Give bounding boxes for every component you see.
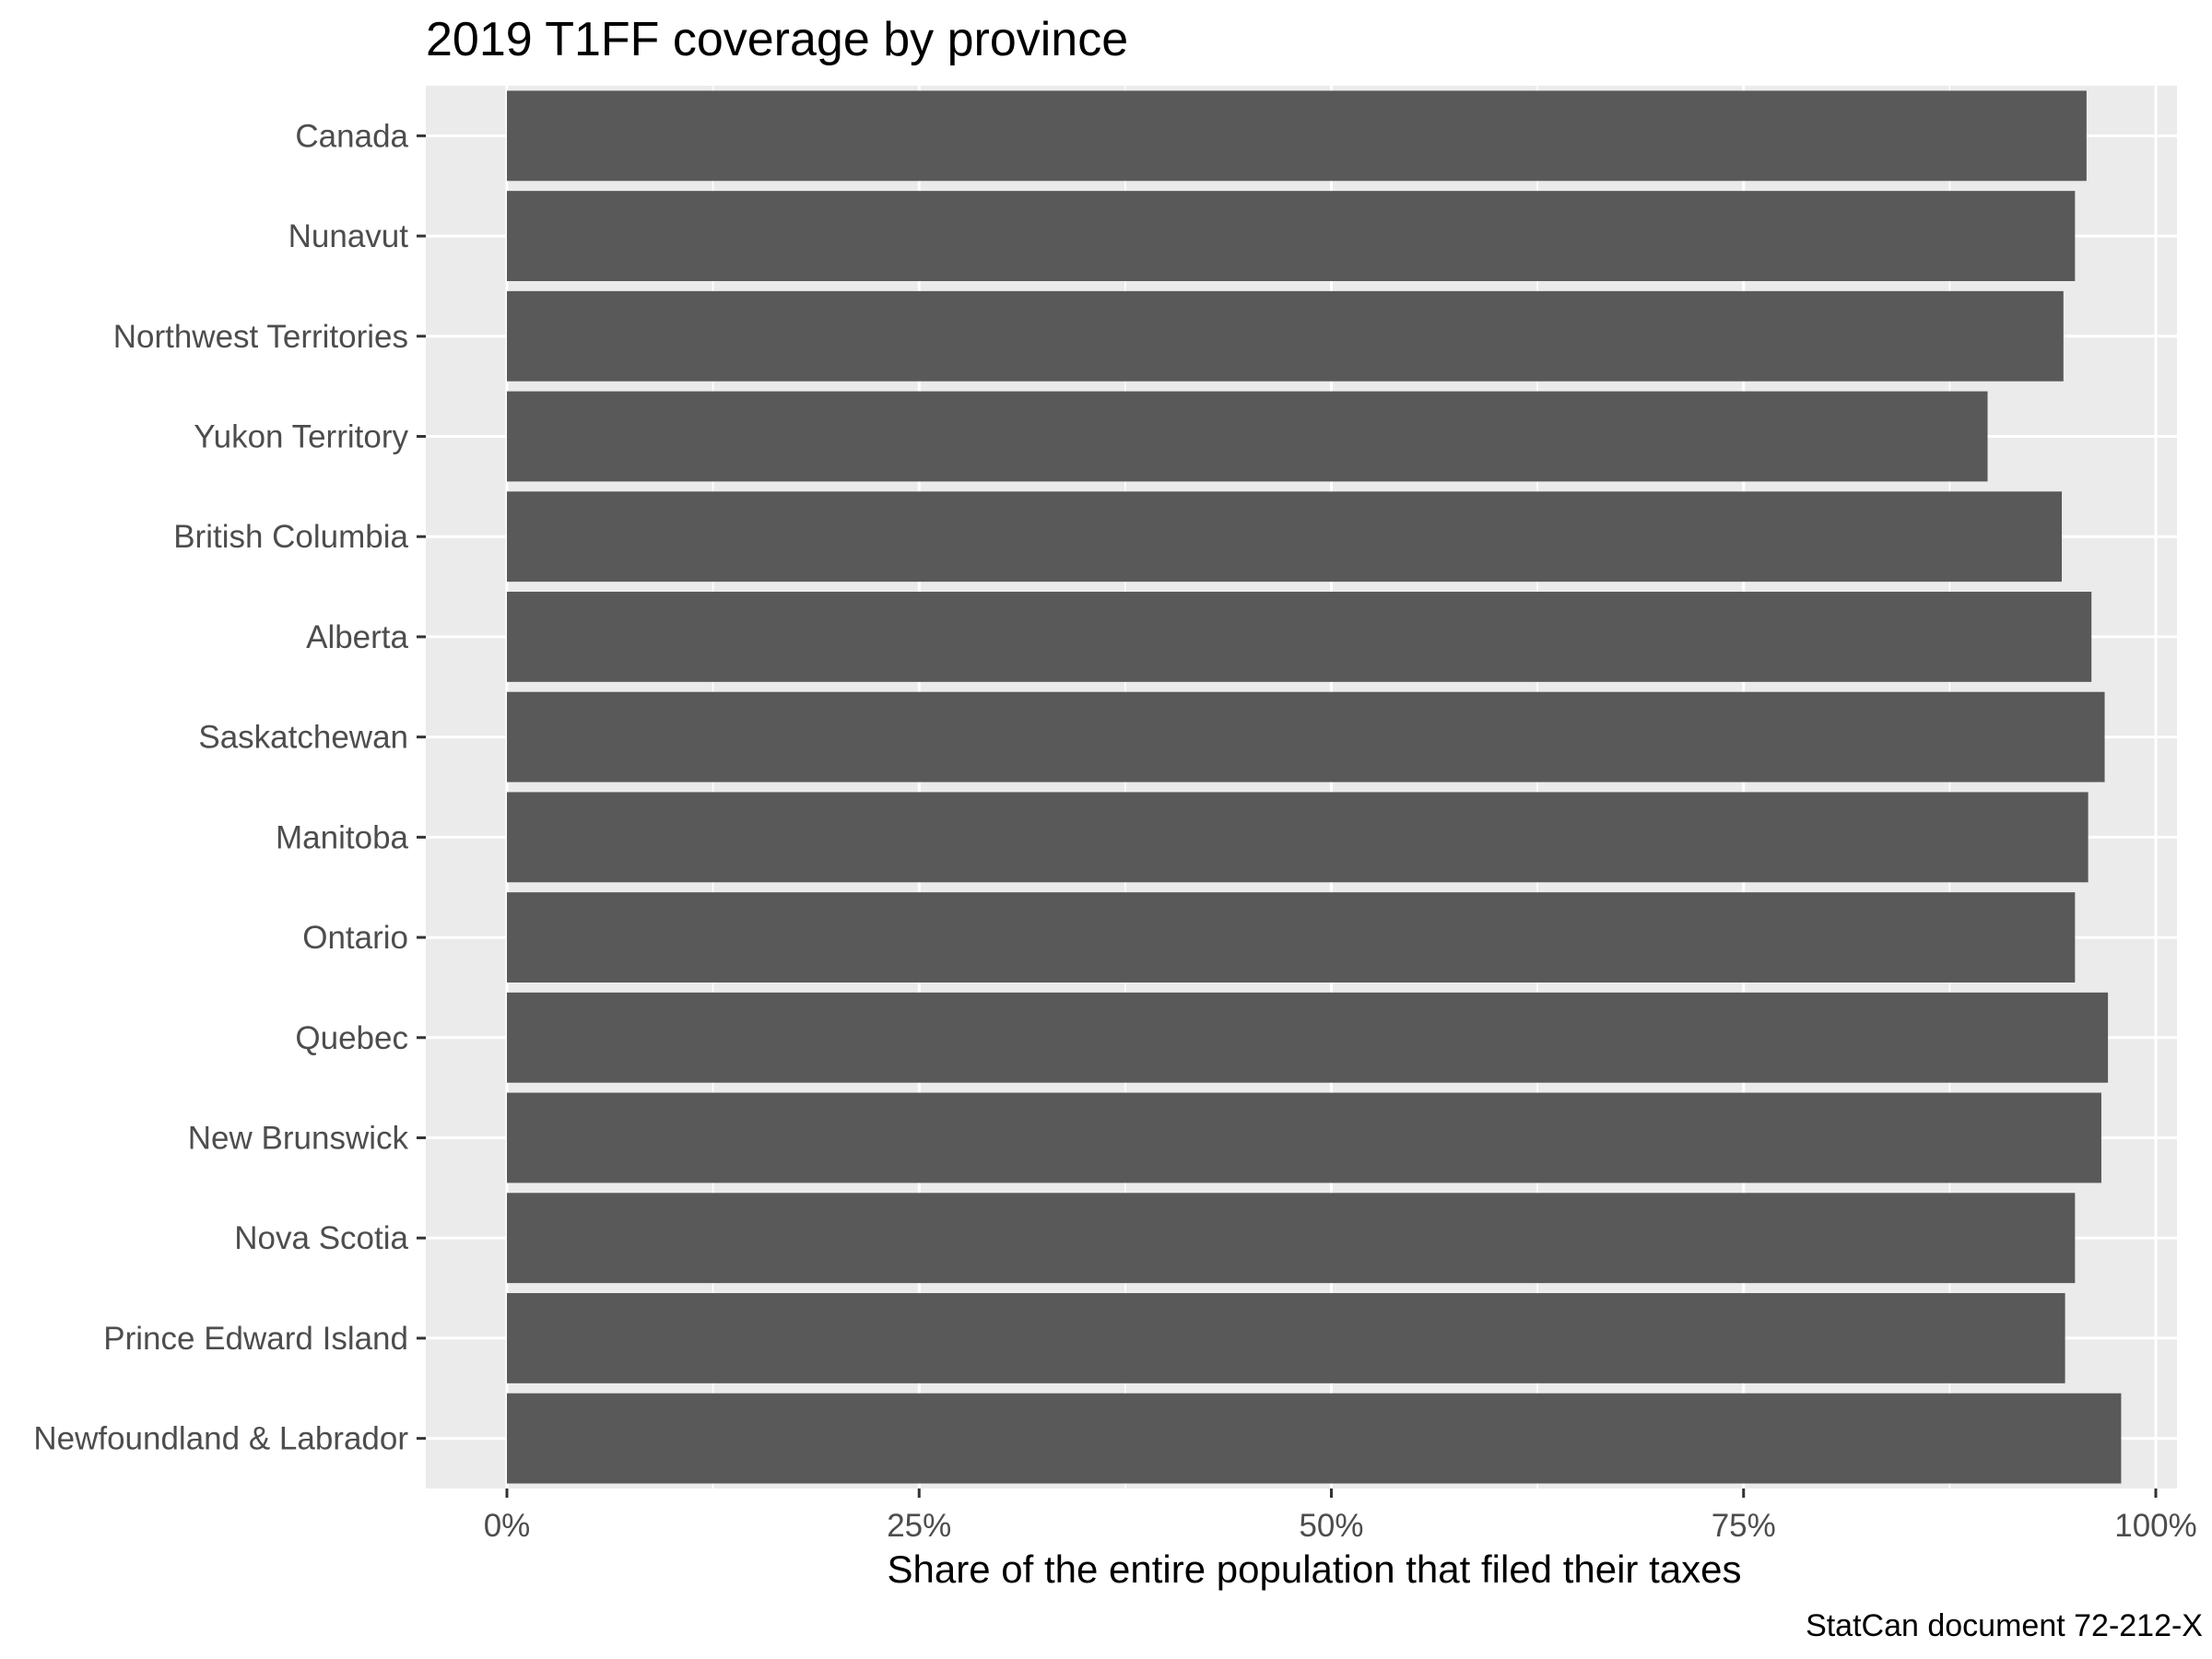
bar bbox=[507, 592, 2092, 682]
y-tick-label: Prince Edward Island bbox=[103, 1321, 408, 1357]
bar bbox=[507, 391, 1988, 482]
bar bbox=[507, 1193, 2076, 1284]
x-tick-label: 75% bbox=[1712, 1508, 1776, 1544]
y-tick-label: Yukon Territory bbox=[194, 419, 408, 455]
x-tick-label: 100% bbox=[2114, 1508, 2197, 1544]
y-tick-label: Nunavut bbox=[288, 218, 409, 254]
x-tick-label: 25% bbox=[887, 1508, 951, 1544]
bar bbox=[507, 90, 2087, 182]
bar bbox=[507, 792, 2088, 883]
chart-caption: StatCan document 72-212-X bbox=[1806, 1608, 2203, 1643]
y-tick-label: Alberta bbox=[306, 619, 408, 655]
y-axis: Canada Nunavut Northwest Territories Yukon … bbox=[33, 118, 426, 1457]
bar bbox=[507, 992, 2109, 1083]
y-tick-label: New Brunswick bbox=[188, 1121, 409, 1157]
y-tick-label: Newfoundland & Labrador bbox=[33, 1421, 408, 1457]
y-tick-label: Canada bbox=[295, 118, 408, 154]
y-tick-label: British Columbia bbox=[173, 519, 408, 555]
y-tick-label: Quebec bbox=[295, 1020, 408, 1056]
y-tick-label: Nova Scotia bbox=[234, 1220, 408, 1256]
y-tick-label: Saskatchewan bbox=[198, 720, 408, 756]
bar bbox=[507, 691, 2105, 782]
x-axis: 0% 25% 50% 75% 100% bbox=[484, 1488, 2197, 1544]
x-tick-label: 0% bbox=[484, 1508, 531, 1544]
bars bbox=[507, 90, 2122, 1484]
y-tick-label: Manitoba bbox=[276, 819, 409, 855]
bar bbox=[507, 892, 2076, 982]
bar bbox=[507, 1293, 2065, 1383]
bar bbox=[507, 1092, 2101, 1183]
chart-title: 2019 T1FF coverage by province bbox=[426, 13, 1128, 66]
bar bbox=[507, 1393, 2122, 1484]
y-tick-label: Northwest Territories bbox=[113, 319, 408, 355]
y-tick-label: Ontario bbox=[302, 920, 408, 956]
bar bbox=[507, 191, 2076, 281]
bar bbox=[507, 290, 2064, 382]
bar bbox=[507, 491, 2063, 582]
x-axis-label: Share of the entire population that file… bbox=[888, 1547, 1742, 1591]
x-tick-label: 50% bbox=[1299, 1508, 1363, 1544]
